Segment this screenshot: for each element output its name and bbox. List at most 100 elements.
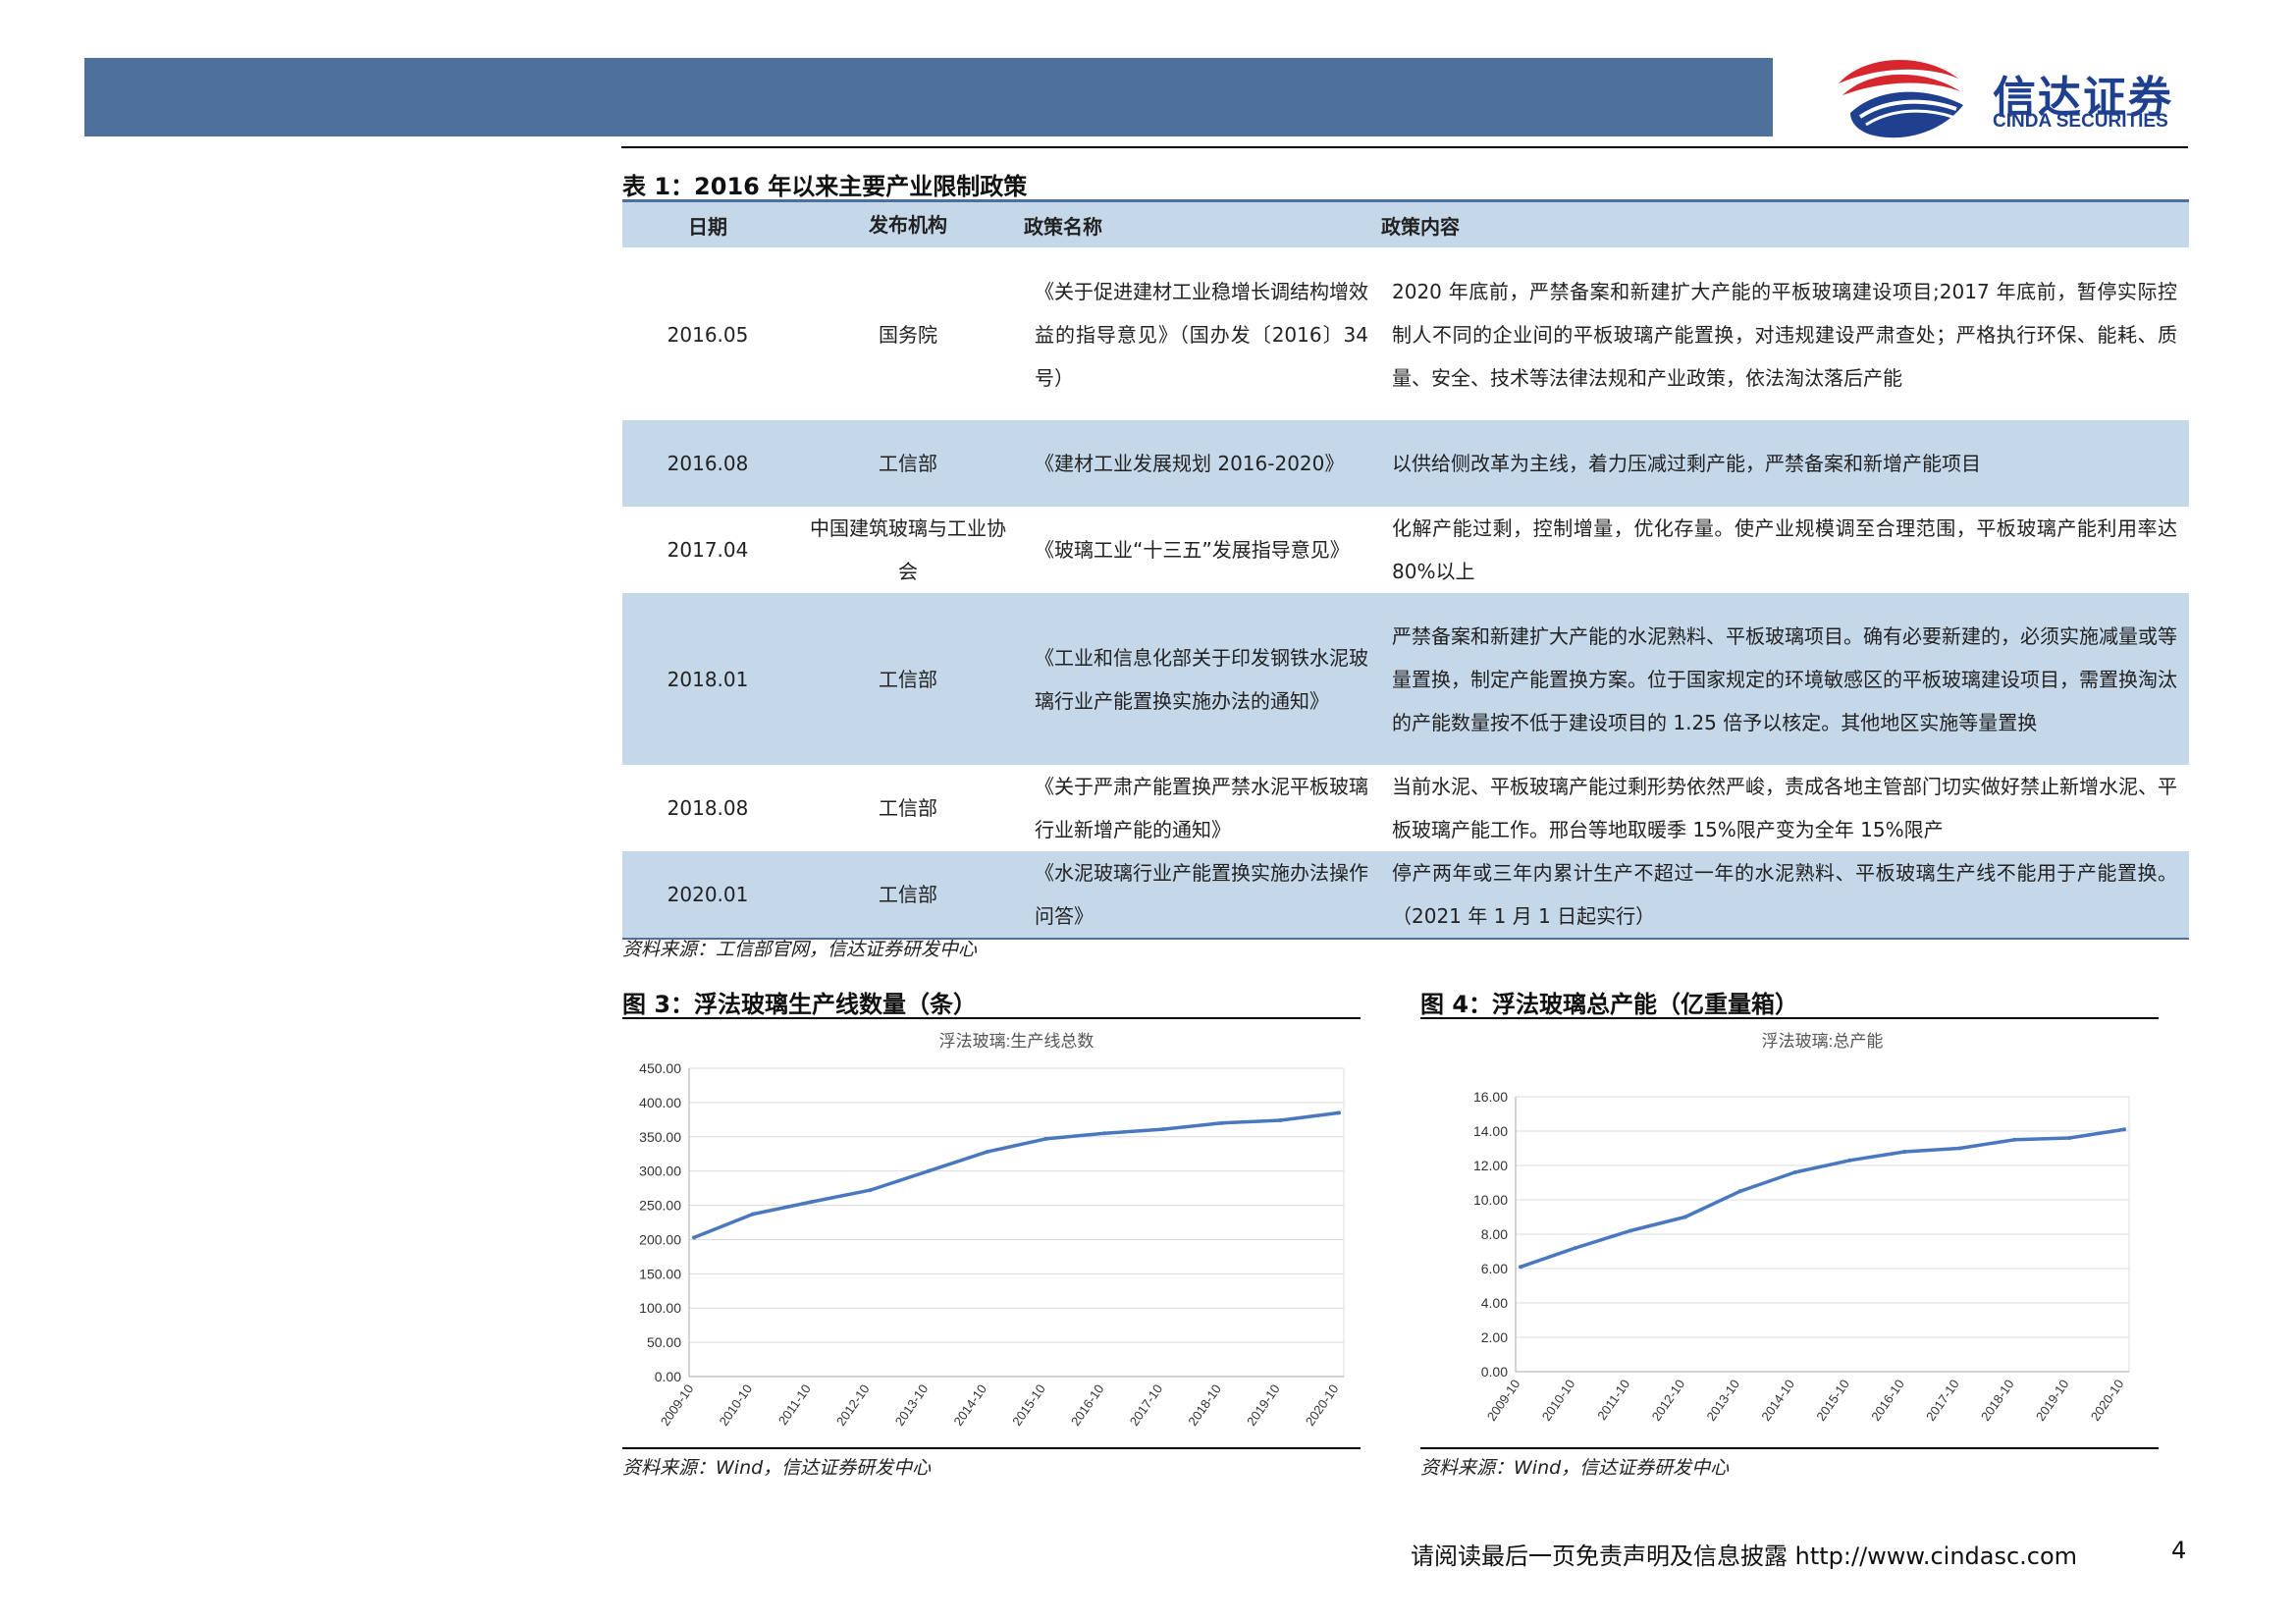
cinda-logo-icon — [1839, 60, 1963, 138]
y-tick-label: 250.00 — [639, 1198, 681, 1214]
data-point — [1278, 1118, 1283, 1123]
y-tick-label: 200.00 — [639, 1231, 681, 1247]
chart-title: 浮法玻璃:总产能 — [1762, 1032, 1884, 1051]
policy-table: 日期 发布机构 政策名称 政策内容 2016.05 国务院 《关于促进建材工业稳… — [622, 199, 2189, 940]
x-tick-label: 2013-10 — [892, 1381, 932, 1429]
y-tick-label: 450.00 — [639, 1060, 681, 1076]
x-tick-label: 2015-10 — [1009, 1381, 1048, 1429]
x-tick-label: 2011-10 — [775, 1381, 814, 1428]
footer-disclaimer: 请阅读最后一页免责声明及信息披露 http://www.cindasc.com — [1411, 1543, 2078, 1570]
data-point — [2122, 1127, 2126, 1132]
y-tick-label: 6.00 — [1481, 1261, 1508, 1276]
row-date: 2017.04 — [667, 538, 749, 562]
x-tick-label: 2010-10 — [717, 1381, 756, 1429]
row-policy-content: 严禁备案和新建扩大产能的水泥熟料、平板玻璃项目。确有必要新建的，必须实施减量或等… — [1380, 593, 2189, 765]
row-policy-name: 《关于严肃产能置换严禁水泥平板玻璃行业新增产能的通知》 — [1035, 775, 1368, 841]
data-point — [809, 1200, 814, 1205]
data-point — [1160, 1127, 1165, 1132]
row-date: 2018.08 — [667, 796, 749, 820]
data-point — [1219, 1120, 1224, 1125]
y-tick-label: 350.00 — [639, 1129, 681, 1145]
header-org: 发布机构 — [793, 199, 1023, 249]
y-tick-label: 8.00 — [1481, 1226, 1508, 1242]
x-tick-label: 2009-10 — [1484, 1377, 1523, 1424]
table-title: 表 1：2016 年以来主要产业限制政策 — [622, 173, 1028, 200]
x-tick-label: 2014-10 — [950, 1381, 989, 1429]
header-date: 日期 — [622, 199, 793, 249]
row-policy-content: 2020 年底前，严禁备案和新建扩大产能的平板玻璃建设项目;2017 年底前，暂… — [1392, 280, 2177, 390]
y-tick-label: 14.00 — [1473, 1123, 1508, 1139]
logo-text-en: CINDA SECURITIES — [1993, 111, 2168, 132]
series-line — [1520, 1127, 2125, 1269]
x-tick-label: 2012-10 — [1649, 1377, 1688, 1424]
row-org: 国务院 — [879, 323, 937, 347]
x-tick-label: 2009-10 — [658, 1381, 697, 1429]
data-point — [750, 1212, 755, 1217]
row-date: 2016.05 — [667, 323, 749, 347]
fig4-bottom-rule — [1420, 1447, 2159, 1449]
x-tick-label: 2020-10 — [1303, 1381, 1342, 1429]
data-point — [2067, 1136, 2072, 1140]
fig3-bottom-rule — [622, 1447, 1361, 1449]
row-policy-name: 《工业和信息化部关于印发钢铁水泥玻璃行业产能置换实施办法的通知》 — [1023, 593, 1380, 765]
data-point — [1737, 1189, 1742, 1194]
row-date: 2018.01 — [622, 593, 793, 765]
row-policy-name: 《水泥玻璃行业产能置换实施办法操作问答》 — [1023, 851, 1380, 940]
x-tick-label: 2011-10 — [1594, 1377, 1632, 1423]
page-number: 4 — [2171, 1537, 2187, 1564]
table-source: 资料来源：工信部官网，信达证券研发中心 — [622, 939, 978, 960]
row-org: 工信部 — [879, 796, 937, 820]
x-tick-label: 2019-10 — [1244, 1381, 1283, 1429]
row-policy-name: 《建材工业发展规划 2016-2020》 — [1023, 420, 1380, 507]
y-tick-label: 300.00 — [639, 1164, 681, 1179]
row-policy-content: 以供给侧改革为主线，着力压减过剩产能，严禁备案和新增产能项目 — [1380, 420, 2189, 507]
data-point — [926, 1168, 931, 1173]
row-policy-name: 《玻璃工业“十三五”发展指导意见》 — [1035, 538, 1350, 562]
fig3-source: 资料来源：Wind，信达证券研发中心 — [622, 1457, 932, 1479]
y-tick-label: 2.00 — [1481, 1329, 1508, 1345]
data-point — [1337, 1110, 1341, 1115]
data-point — [985, 1150, 989, 1155]
x-tick-label: 2015-10 — [1813, 1377, 1852, 1424]
data-point — [1847, 1158, 1852, 1163]
data-point — [1102, 1131, 1107, 1136]
x-tick-label: 2013-10 — [1703, 1377, 1742, 1424]
top-divider — [621, 146, 2188, 148]
data-point — [1792, 1170, 1797, 1174]
row-org: 中国建筑玻璃与工业协会 — [810, 516, 1006, 583]
x-tick-label: 2018-10 — [1978, 1377, 2017, 1424]
data-point — [1628, 1228, 1632, 1233]
table-row: 2017.04 中国建筑玻璃与工业协会 《玻璃工业“十三五”发展指导意见》 化解… — [622, 507, 2189, 593]
series-line — [693, 1110, 1340, 1240]
x-tick-label: 2016-10 — [1868, 1377, 1907, 1424]
row-org: 工信部 — [793, 851, 1023, 940]
header-policy-content: 政策内容 — [1380, 199, 2189, 249]
data-point — [2012, 1137, 2017, 1142]
row-date: 2020.01 — [622, 851, 793, 940]
table-row: 2018.08 工信部 《关于严肃产能置换严禁水泥平板玻璃行业新增产能的通知》 … — [622, 765, 2189, 851]
x-tick-label: 2020-10 — [2088, 1377, 2127, 1424]
x-tick-label: 2017-10 — [1127, 1381, 1166, 1429]
row-policy-content: 当前水泥、平板玻璃产能过剩形势依然严峻，责成各地主管部门切实做好禁止新增水泥、平… — [1392, 775, 2177, 841]
data-point — [1043, 1136, 1048, 1141]
table-row: 2016.08 工信部 《建材工业发展规划 2016-2020》 以供给侧改革为… — [622, 420, 2189, 507]
row-policy-content: 化解产能过剩，控制增量，优化存量。使产业规模调至合理范围，平板玻璃产能利用率达 … — [1392, 516, 2177, 583]
y-tick-label: 400.00 — [639, 1095, 681, 1110]
y-tick-label: 150.00 — [639, 1266, 681, 1281]
x-tick-label: 2012-10 — [833, 1381, 873, 1429]
data-point — [1902, 1150, 1907, 1154]
cinda-logo: 信达证券 CINDA SECURITIES — [1831, 54, 2223, 142]
table-row: 2016.05 国务院 《关于促进建材工业稳增长调结构增效益的指导意见》（国办发… — [622, 248, 2189, 420]
x-tick-label: 2019-10 — [2033, 1377, 2072, 1424]
fig3-chart: 浮法玻璃:生产线总数 0.00 50.00 100.00 150.00 200.00 250… — [639, 1032, 1345, 1429]
y-tick-label: 12.00 — [1473, 1158, 1508, 1173]
table-row: 2020.01 工信部 《水泥玻璃行业产能置换实施办法操作问答》 停产两年或三年… — [622, 851, 2189, 940]
fig4-title: 图 4：浮法玻璃总产能（亿重量箱） — [1420, 991, 1799, 1018]
fig3-divider — [622, 1017, 1361, 1019]
table-row: 2018.01 工信部 《工业和信息化部关于印发钢铁水泥玻璃行业产能置换实施办法… — [622, 593, 2189, 765]
x-tick-label: 2018-10 — [1185, 1381, 1224, 1429]
chart-title: 浮法玻璃:生产线总数 — [939, 1032, 1095, 1051]
x-tick-label: 2016-10 — [1068, 1381, 1107, 1429]
fig4-chart: 浮法玻璃:总产能 0.00 2.00 4.00 6.00 8.00 10.00 12.00 14… — [1473, 1032, 2130, 1424]
x-tick-label: 2017-10 — [1923, 1377, 1962, 1424]
